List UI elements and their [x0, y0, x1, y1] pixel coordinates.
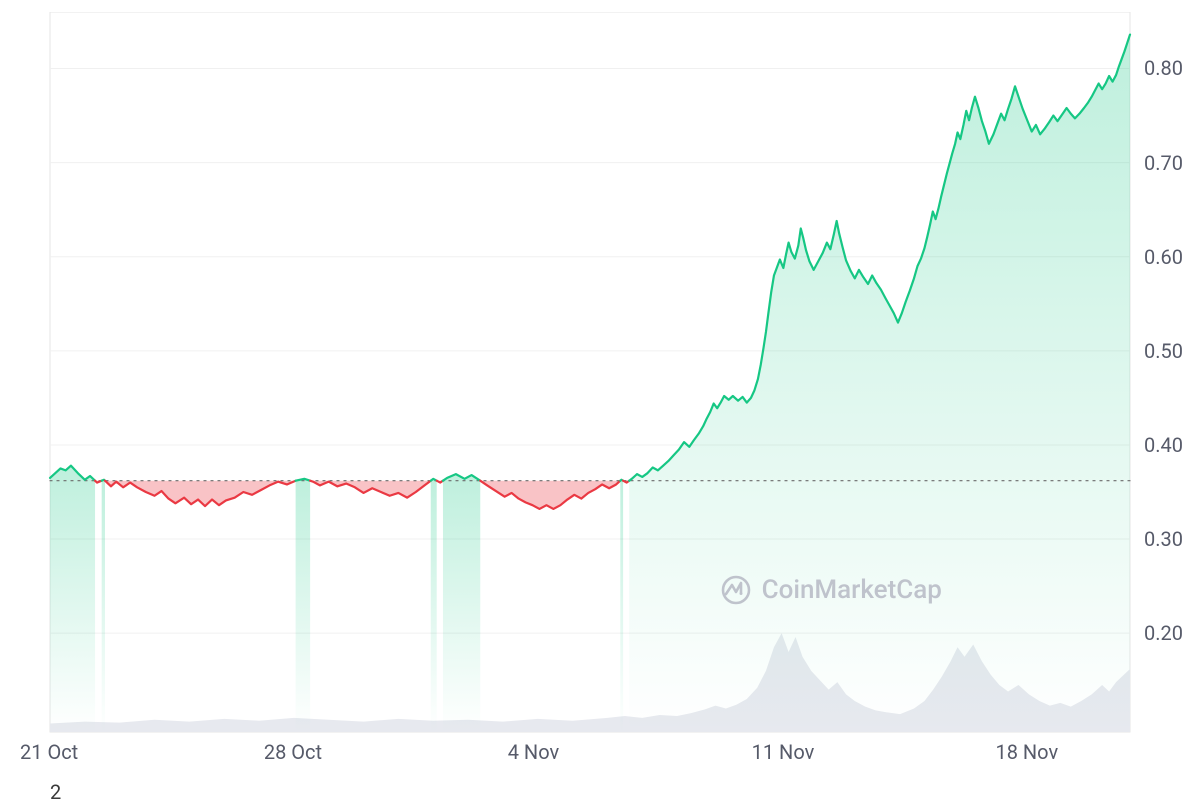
y-axis-tick-label: 0.80 — [1144, 56, 1183, 80]
price-chart: 0.20 0.30 0.40 0.50 0.60 0.70 0.80 21 Oct 28 Oct… — [20, 12, 1180, 772]
x-axis-tick-label: 11 Nov — [752, 740, 815, 764]
y-axis-tick-label: 0.60 — [1144, 245, 1183, 269]
x-axis-tick-label: 4 Nov — [508, 740, 559, 764]
chart-canvas — [20, 12, 1180, 772]
x-axis-tick-label: 18 Nov — [995, 740, 1058, 764]
x-axis-tick-label: 21 Oct — [20, 740, 78, 764]
footnote: 2 — [50, 780, 61, 804]
y-axis-tick-label: 0.50 — [1144, 339, 1183, 363]
y-axis-tick-label: 0.70 — [1144, 151, 1183, 175]
x-axis-tick-label: 28 Oct — [264, 740, 322, 764]
y-axis-tick-label: 0.40 — [1144, 433, 1183, 457]
y-axis-tick-label: 0.30 — [1144, 527, 1183, 551]
y-axis-tick-label: 0.20 — [1144, 621, 1183, 645]
